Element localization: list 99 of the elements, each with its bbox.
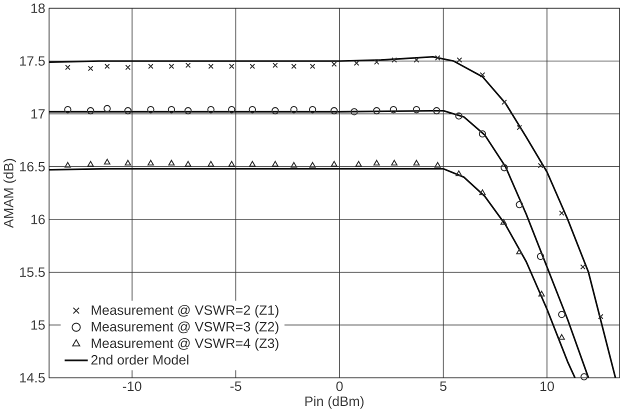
point bbox=[86, 106, 94, 114]
point bbox=[432, 106, 440, 114]
point bbox=[516, 248, 523, 254]
point bbox=[434, 55, 440, 61]
point bbox=[391, 160, 398, 166]
point bbox=[309, 162, 316, 168]
point bbox=[104, 104, 111, 112]
point bbox=[228, 63, 234, 69]
point bbox=[104, 63, 110, 69]
x-tick-label: -10 bbox=[122, 381, 142, 391]
point bbox=[598, 314, 604, 320]
point bbox=[478, 130, 486, 138]
point bbox=[64, 162, 71, 168]
point bbox=[374, 59, 380, 65]
point bbox=[228, 160, 235, 167]
point bbox=[290, 162, 298, 168]
point bbox=[290, 106, 298, 114]
point bbox=[536, 252, 544, 260]
point bbox=[516, 124, 522, 130]
point bbox=[538, 290, 545, 296]
point bbox=[516, 200, 524, 208]
point bbox=[208, 160, 214, 167]
line-series bbox=[49, 56, 616, 378]
point bbox=[413, 160, 420, 166]
point bbox=[272, 106, 279, 114]
point bbox=[185, 62, 191, 68]
point bbox=[331, 61, 337, 67]
legend-label: Measurement @ VSWR=4 (Z3) bbox=[92, 338, 278, 351]
point bbox=[480, 72, 486, 78]
point bbox=[168, 106, 176, 114]
point bbox=[308, 106, 316, 114]
point bbox=[502, 99, 507, 105]
y-tick-label: 17 bbox=[31, 109, 45, 118]
y-tick-label: 16 bbox=[31, 214, 45, 224]
point bbox=[207, 106, 215, 114]
point bbox=[147, 106, 154, 114]
y-tick-label: 14.5 bbox=[20, 373, 45, 382]
point bbox=[392, 57, 398, 63]
x-tick-label: 5 bbox=[440, 381, 446, 391]
x-axis-title: Pin (dBm) bbox=[305, 396, 364, 409]
point bbox=[250, 63, 256, 69]
legend-label: Measurement @ VSWR=2 (Z1) bbox=[92, 304, 278, 318]
y-tick-label: 16.5 bbox=[20, 162, 45, 172]
y-tick-label: 17.5 bbox=[20, 56, 45, 66]
point bbox=[104, 158, 110, 164]
point bbox=[124, 160, 132, 166]
point bbox=[414, 57, 420, 63]
point bbox=[373, 106, 380, 114]
point bbox=[148, 160, 154, 166]
line-series bbox=[49, 110, 590, 378]
y-tick-label: 15.5 bbox=[20, 267, 45, 277]
y-axis-title: AMAM (dB) bbox=[3, 158, 16, 228]
point bbox=[148, 63, 154, 69]
point bbox=[249, 160, 256, 167]
point bbox=[228, 106, 236, 114]
y-tick-label: 18 bbox=[31, 3, 45, 13]
y-tick-label: 15 bbox=[31, 320, 45, 330]
point bbox=[479, 189, 486, 196]
legend-label: Measurement @ VSWR=3 (Z2) bbox=[92, 321, 278, 334]
legend-label: 2nd order Model bbox=[91, 354, 188, 365]
point bbox=[456, 170, 462, 176]
point bbox=[558, 210, 564, 216]
point bbox=[500, 164, 508, 172]
point bbox=[64, 106, 72, 114]
point bbox=[184, 160, 192, 167]
point bbox=[125, 64, 131, 70]
point bbox=[330, 160, 338, 167]
point bbox=[168, 63, 174, 69]
point bbox=[373, 160, 380, 166]
point bbox=[538, 162, 544, 168]
point bbox=[248, 106, 256, 114]
point bbox=[272, 62, 278, 68]
point bbox=[558, 310, 566, 318]
point bbox=[88, 66, 94, 72]
point bbox=[208, 63, 214, 69]
point bbox=[558, 334, 565, 340]
point bbox=[184, 106, 192, 114]
point bbox=[65, 64, 70, 70]
point bbox=[291, 63, 297, 69]
point bbox=[310, 63, 316, 69]
point bbox=[330, 106, 338, 114]
x-tick-label: 10 bbox=[540, 381, 554, 391]
point bbox=[580, 373, 588, 380]
point bbox=[412, 106, 420, 114]
point bbox=[354, 60, 360, 66]
point bbox=[168, 160, 175, 166]
point bbox=[434, 162, 441, 168]
point bbox=[355, 160, 362, 167]
point bbox=[500, 218, 507, 225]
point bbox=[87, 160, 94, 167]
point bbox=[124, 106, 132, 114]
point bbox=[455, 112, 462, 120]
point bbox=[456, 57, 462, 63]
point bbox=[390, 106, 398, 114]
point bbox=[272, 160, 278, 167]
point bbox=[580, 264, 586, 270]
x-tick-label: 0 bbox=[336, 381, 343, 391]
x-tick-label: -5 bbox=[230, 381, 242, 391]
point bbox=[350, 108, 358, 116]
